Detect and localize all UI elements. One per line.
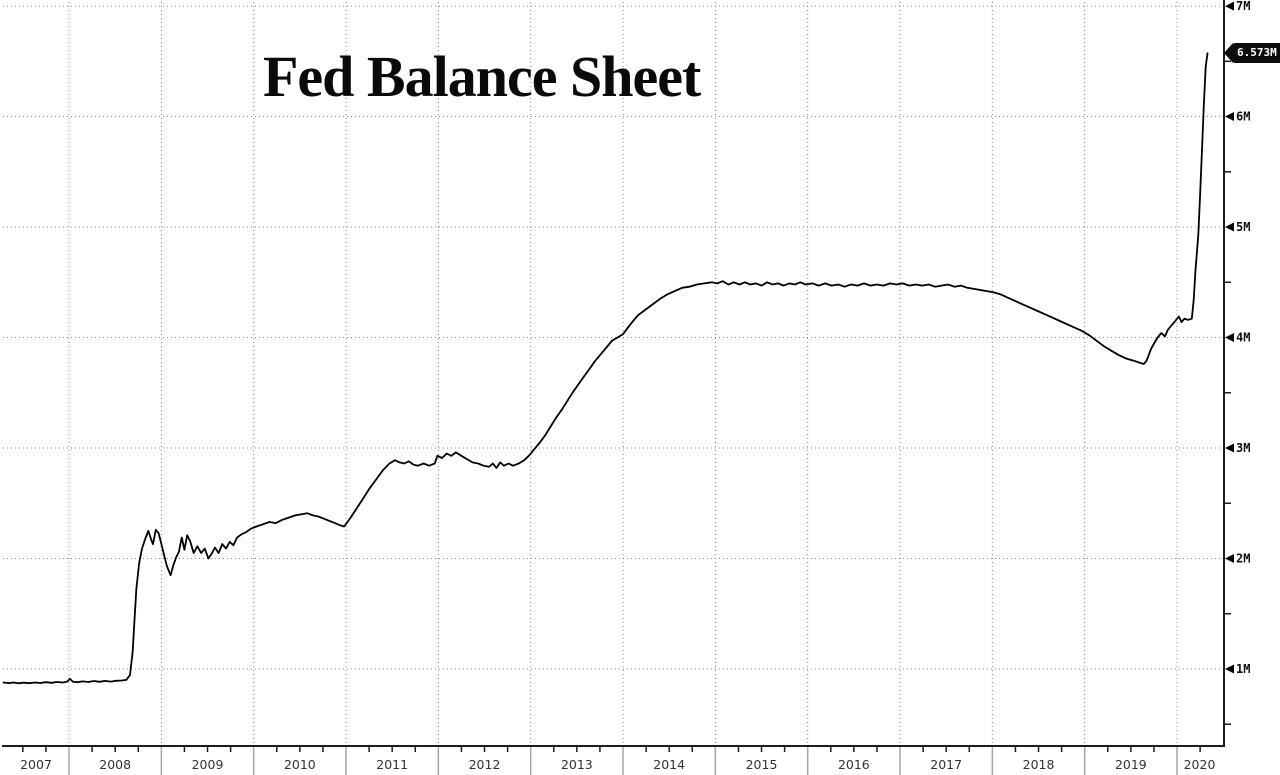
fed-balance-sheet-line (2, 52, 1209, 685)
y-tick-arrow-icon (1225, 554, 1234, 564)
y-tick-arrow-icon (1225, 664, 1234, 674)
x-axis-label: 2013 (561, 757, 593, 772)
x-axis-label: 2009 (192, 757, 224, 772)
y-tick-arrow-icon (1225, 222, 1234, 232)
y-axis-label: 2M (1236, 552, 1250, 566)
x-axis-label: 2008 (99, 757, 131, 772)
y-tick-arrow-icon (1225, 1, 1234, 11)
x-axis-label: 2011 (376, 757, 408, 772)
x-axis-label: 2020 (1184, 757, 1216, 772)
x-axis-label: 2012 (469, 757, 501, 772)
y-tick-arrow-icon (1225, 112, 1234, 122)
y-tick-arrow-icon (1225, 333, 1234, 343)
x-axis-label: 2014 (653, 757, 685, 772)
x-axis-label: 2017 (930, 757, 962, 772)
last-value-tag-label: 6.573M (1233, 43, 1280, 64)
y-tick-arrow-icon (1225, 443, 1234, 453)
y-axis-label: 1M (1236, 662, 1250, 676)
y-axis-label: 4M (1236, 331, 1250, 345)
y-axis-label: 7M (1236, 0, 1250, 13)
x-axis-label: 2015 (746, 757, 778, 772)
x-axis-label: 2018 (1023, 757, 1055, 772)
y-axis-label: 5M (1236, 220, 1250, 234)
chart-title: Fed Balance Sheet (263, 44, 701, 109)
y-axis-label: 3M (1236, 441, 1250, 455)
last-value-tag: 6.573M (1224, 43, 1280, 64)
x-axis-label: 2016 (838, 757, 870, 772)
y-axis-label: 6M (1236, 110, 1250, 124)
last-value-tag-arrow-icon (1224, 43, 1233, 64)
x-axis-label: 2019 (1115, 757, 1147, 772)
x-axis-label: 2007 (20, 757, 52, 772)
x-axis-label: 2010 (284, 757, 316, 772)
